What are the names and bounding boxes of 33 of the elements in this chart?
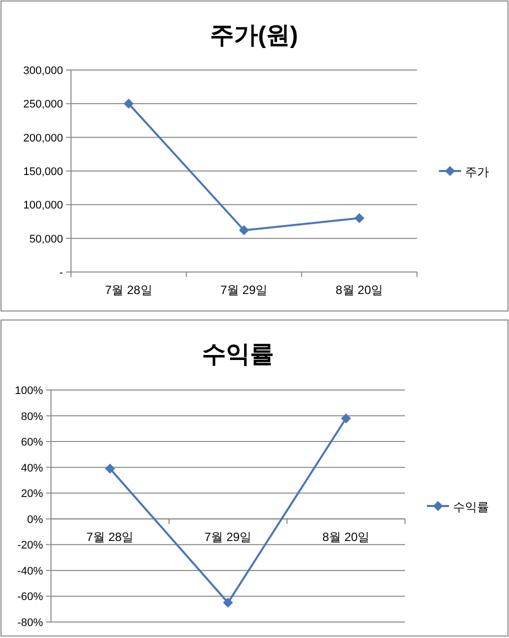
y-tick-label: 50,000 <box>29 233 63 246</box>
y-tick-label: 60% <box>20 436 44 449</box>
x-tick-label: 8월 20일 <box>336 283 384 297</box>
point <box>239 225 249 236</box>
y-tick-label: -80% <box>17 617 44 629</box>
x-tick-label: 7월 28일 <box>86 530 134 544</box>
y-tick-label: 100,000 <box>23 200 63 212</box>
y-tick-label: 150,000 <box>23 166 63 178</box>
y-tick-label: - <box>59 267 64 279</box>
x-tick-label: 7월 28일 <box>104 283 152 297</box>
x-tick-label: 7월 29일 <box>204 530 252 544</box>
y-tick-label: 300,000 <box>23 65 63 77</box>
point <box>341 413 351 424</box>
y-tick-label: 80% <box>20 410 44 423</box>
y-tick-label: 200,000 <box>23 132 63 144</box>
x-tick-label: 8월 20일 <box>322 530 370 544</box>
chart-title: 주가(원) <box>210 22 298 49</box>
chart-title: 수익률 <box>202 341 274 368</box>
point <box>124 98 134 109</box>
y-tick-label: -40% <box>17 565 44 578</box>
legend-label: 주가 <box>465 165 489 179</box>
y-tick-label: 40% <box>20 462 44 474</box>
point <box>223 598 233 608</box>
legend-label: 수익률 <box>453 500 489 514</box>
x-tick-label: 7월 29일 <box>220 283 268 297</box>
point <box>354 213 364 224</box>
point <box>105 464 115 474</box>
y-tick-label: 250,000 <box>23 98 63 111</box>
y-tick-label: -60% <box>17 591 44 604</box>
y-tick-label: 100% <box>14 385 44 397</box>
y-tick-label: 0% <box>27 514 44 526</box>
y-tick-label: 20% <box>20 488 44 500</box>
y-tick-label: -20% <box>17 540 44 552</box>
